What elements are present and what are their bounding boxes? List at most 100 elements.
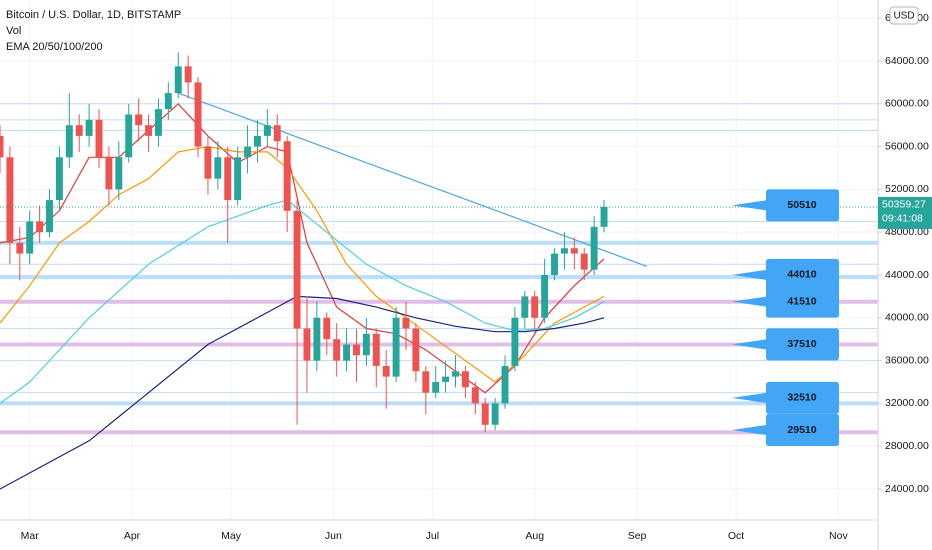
candle-body xyxy=(115,157,123,190)
alert-callout xyxy=(732,189,839,222)
alert-callout xyxy=(732,285,839,318)
trend-line xyxy=(177,92,648,267)
candle-body xyxy=(214,157,222,179)
candle-body xyxy=(154,109,162,136)
candle-body xyxy=(402,317,410,329)
candle-body xyxy=(303,328,311,361)
y-tick-label: 32000.00 xyxy=(885,397,929,409)
candle-body xyxy=(0,135,4,158)
candle-body xyxy=(46,200,53,233)
candle-body xyxy=(174,66,182,94)
currency-badge xyxy=(889,6,919,25)
candle-body xyxy=(422,371,430,393)
y-tick-label: 40000.00 xyxy=(885,312,929,324)
y-tick-label: 52000.00 xyxy=(885,183,929,195)
candle-body xyxy=(253,135,261,147)
candle-body xyxy=(392,317,400,377)
currency: USD xyxy=(893,11,914,22)
candle-body xyxy=(461,371,469,388)
x-tick-label: Nov xyxy=(829,530,848,542)
candle-body xyxy=(283,141,291,211)
candle-body xyxy=(26,221,34,254)
indicator: EMA 20/50/100/200 xyxy=(6,41,103,53)
candle-body xyxy=(85,119,93,136)
candle-body xyxy=(452,371,459,377)
candle-body xyxy=(372,333,380,366)
x-tick-label: May xyxy=(221,530,242,542)
x-tick-label: Jul xyxy=(426,530,439,542)
candle-body xyxy=(481,403,489,425)
candle-body xyxy=(382,365,390,377)
alert-label: 37510 xyxy=(787,338,816,350)
price-badge xyxy=(878,196,932,229)
y-tick-label: 36000.00 xyxy=(885,354,929,366)
alert-label: 44010 xyxy=(787,269,816,281)
y-tick-label: 44000.00 xyxy=(885,269,929,281)
candle-body xyxy=(570,248,578,254)
candle-body xyxy=(244,146,252,158)
candle-body xyxy=(551,253,558,275)
candle-body xyxy=(224,157,232,201)
alert-callout xyxy=(732,414,839,447)
last-price: 50359.27 xyxy=(882,199,926,211)
candle-body xyxy=(194,82,202,147)
y-tick-label: 48000.00 xyxy=(885,226,929,238)
candle-body xyxy=(541,274,549,318)
candle-body xyxy=(600,206,608,227)
ema-line xyxy=(0,295,605,490)
candle-body xyxy=(323,317,331,340)
candle-body xyxy=(531,296,539,318)
x-tick-label: Oct xyxy=(728,530,744,542)
x-tick-label: Sep xyxy=(628,530,647,542)
candle-body xyxy=(432,381,440,393)
alert-label: 50510 xyxy=(787,199,816,211)
candle-body xyxy=(442,376,450,382)
chart-title: Bitcoin / U.S. Dollar, 1D, BITSTAMP xyxy=(6,9,181,21)
candle-body xyxy=(16,242,24,254)
candle-body xyxy=(501,365,509,404)
x-tick-label: Apr xyxy=(124,530,141,542)
y-tick-label: 56000.00 xyxy=(885,140,929,152)
alert-label: 32510 xyxy=(787,392,816,404)
alert-callout xyxy=(732,381,839,414)
alert-callout xyxy=(732,258,839,291)
candle-body xyxy=(204,146,212,179)
candle-body xyxy=(145,125,152,136)
candle-body xyxy=(36,221,44,233)
candle-body xyxy=(293,210,301,329)
candle-body xyxy=(55,157,63,201)
candle-body xyxy=(6,157,14,243)
y-tick-label: 28000.00 xyxy=(885,440,929,452)
x-tick-label: Jun xyxy=(325,530,342,542)
candle-body xyxy=(273,125,281,142)
indicator: Vol xyxy=(6,25,21,37)
candle-body xyxy=(164,93,172,110)
candle-body xyxy=(521,296,529,318)
candle-body xyxy=(580,253,588,270)
y-tick-label: 60000.00 xyxy=(885,98,929,110)
y-tick-label: 64000.00 xyxy=(885,55,929,67)
candle-body xyxy=(95,119,103,158)
x-tick-label: Aug xyxy=(525,530,544,542)
candle-body xyxy=(263,125,271,136)
candle-body xyxy=(105,157,113,190)
x-tick-label: Mar xyxy=(21,530,40,542)
candle-body xyxy=(135,114,143,126)
alert-label: 41510 xyxy=(787,295,816,307)
candle-body xyxy=(491,403,499,425)
candle-body xyxy=(353,344,360,356)
alert-callout xyxy=(732,328,839,361)
countdown: 09:41:08 xyxy=(882,213,923,225)
candle-body xyxy=(234,157,242,201)
candle-body xyxy=(313,317,321,361)
candle-body xyxy=(412,328,420,372)
candle-body xyxy=(65,125,73,158)
candle-body xyxy=(560,248,568,254)
candle-body xyxy=(75,125,83,136)
ema-line xyxy=(0,102,605,394)
candle-body xyxy=(590,226,598,270)
y-tick-label: 24000.00 xyxy=(885,483,929,495)
candle-body xyxy=(511,317,519,366)
